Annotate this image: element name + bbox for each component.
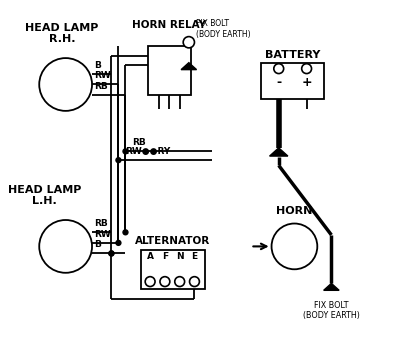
Bar [148,46,190,95]
Text: RB: RB [94,219,108,228]
Circle shape [109,251,114,256]
Text: RB: RB [132,138,146,147]
Text: RB: RB [94,82,108,91]
Text: B: B [94,240,101,249]
Text: E: E [191,252,198,261]
Circle shape [274,64,284,74]
Circle shape [272,224,317,269]
Text: B: B [94,61,101,70]
Text: HEAD LAMP: HEAD LAMP [26,23,99,33]
Text: FIX BOLT
(BODY EARTH): FIX BOLT (BODY EARTH) [303,301,360,320]
Text: -: - [276,76,281,89]
Circle shape [116,240,121,245]
Polygon shape [181,63,196,70]
Text: RW: RW [94,230,110,239]
Text: FIX BOLT
(BODY EARTH): FIX BOLT (BODY EARTH) [196,19,250,39]
Text: +: + [301,76,312,89]
Text: N: N [176,252,184,261]
Circle shape [302,64,312,74]
Text: HORN: HORN [276,206,313,216]
Text: R.H.: R.H. [49,34,75,44]
Circle shape [123,149,128,154]
Text: ALTERNATOR: ALTERNATOR [135,236,211,246]
Circle shape [39,220,92,273]
Text: L.H.: L.H. [32,196,57,206]
Circle shape [175,277,185,287]
Polygon shape [270,148,288,156]
Text: RW●●RY: RW●●RY [125,147,170,156]
Bar [141,250,205,289]
Text: BATTERY: BATTERY [265,50,320,59]
Circle shape [190,277,199,287]
Circle shape [183,37,194,48]
Circle shape [109,251,114,256]
Text: F: F [162,252,168,261]
Circle shape [39,58,92,111]
Circle shape [116,158,121,163]
Bar [261,63,324,99]
Text: A: A [147,252,154,261]
Circle shape [145,277,155,287]
Text: HORN RELAY: HORN RELAY [132,20,206,30]
Circle shape [160,277,170,287]
Circle shape [123,230,128,235]
Text: RW: RW [94,71,110,80]
Text: HEAD LAMP: HEAD LAMP [8,185,81,195]
Polygon shape [324,283,339,290]
